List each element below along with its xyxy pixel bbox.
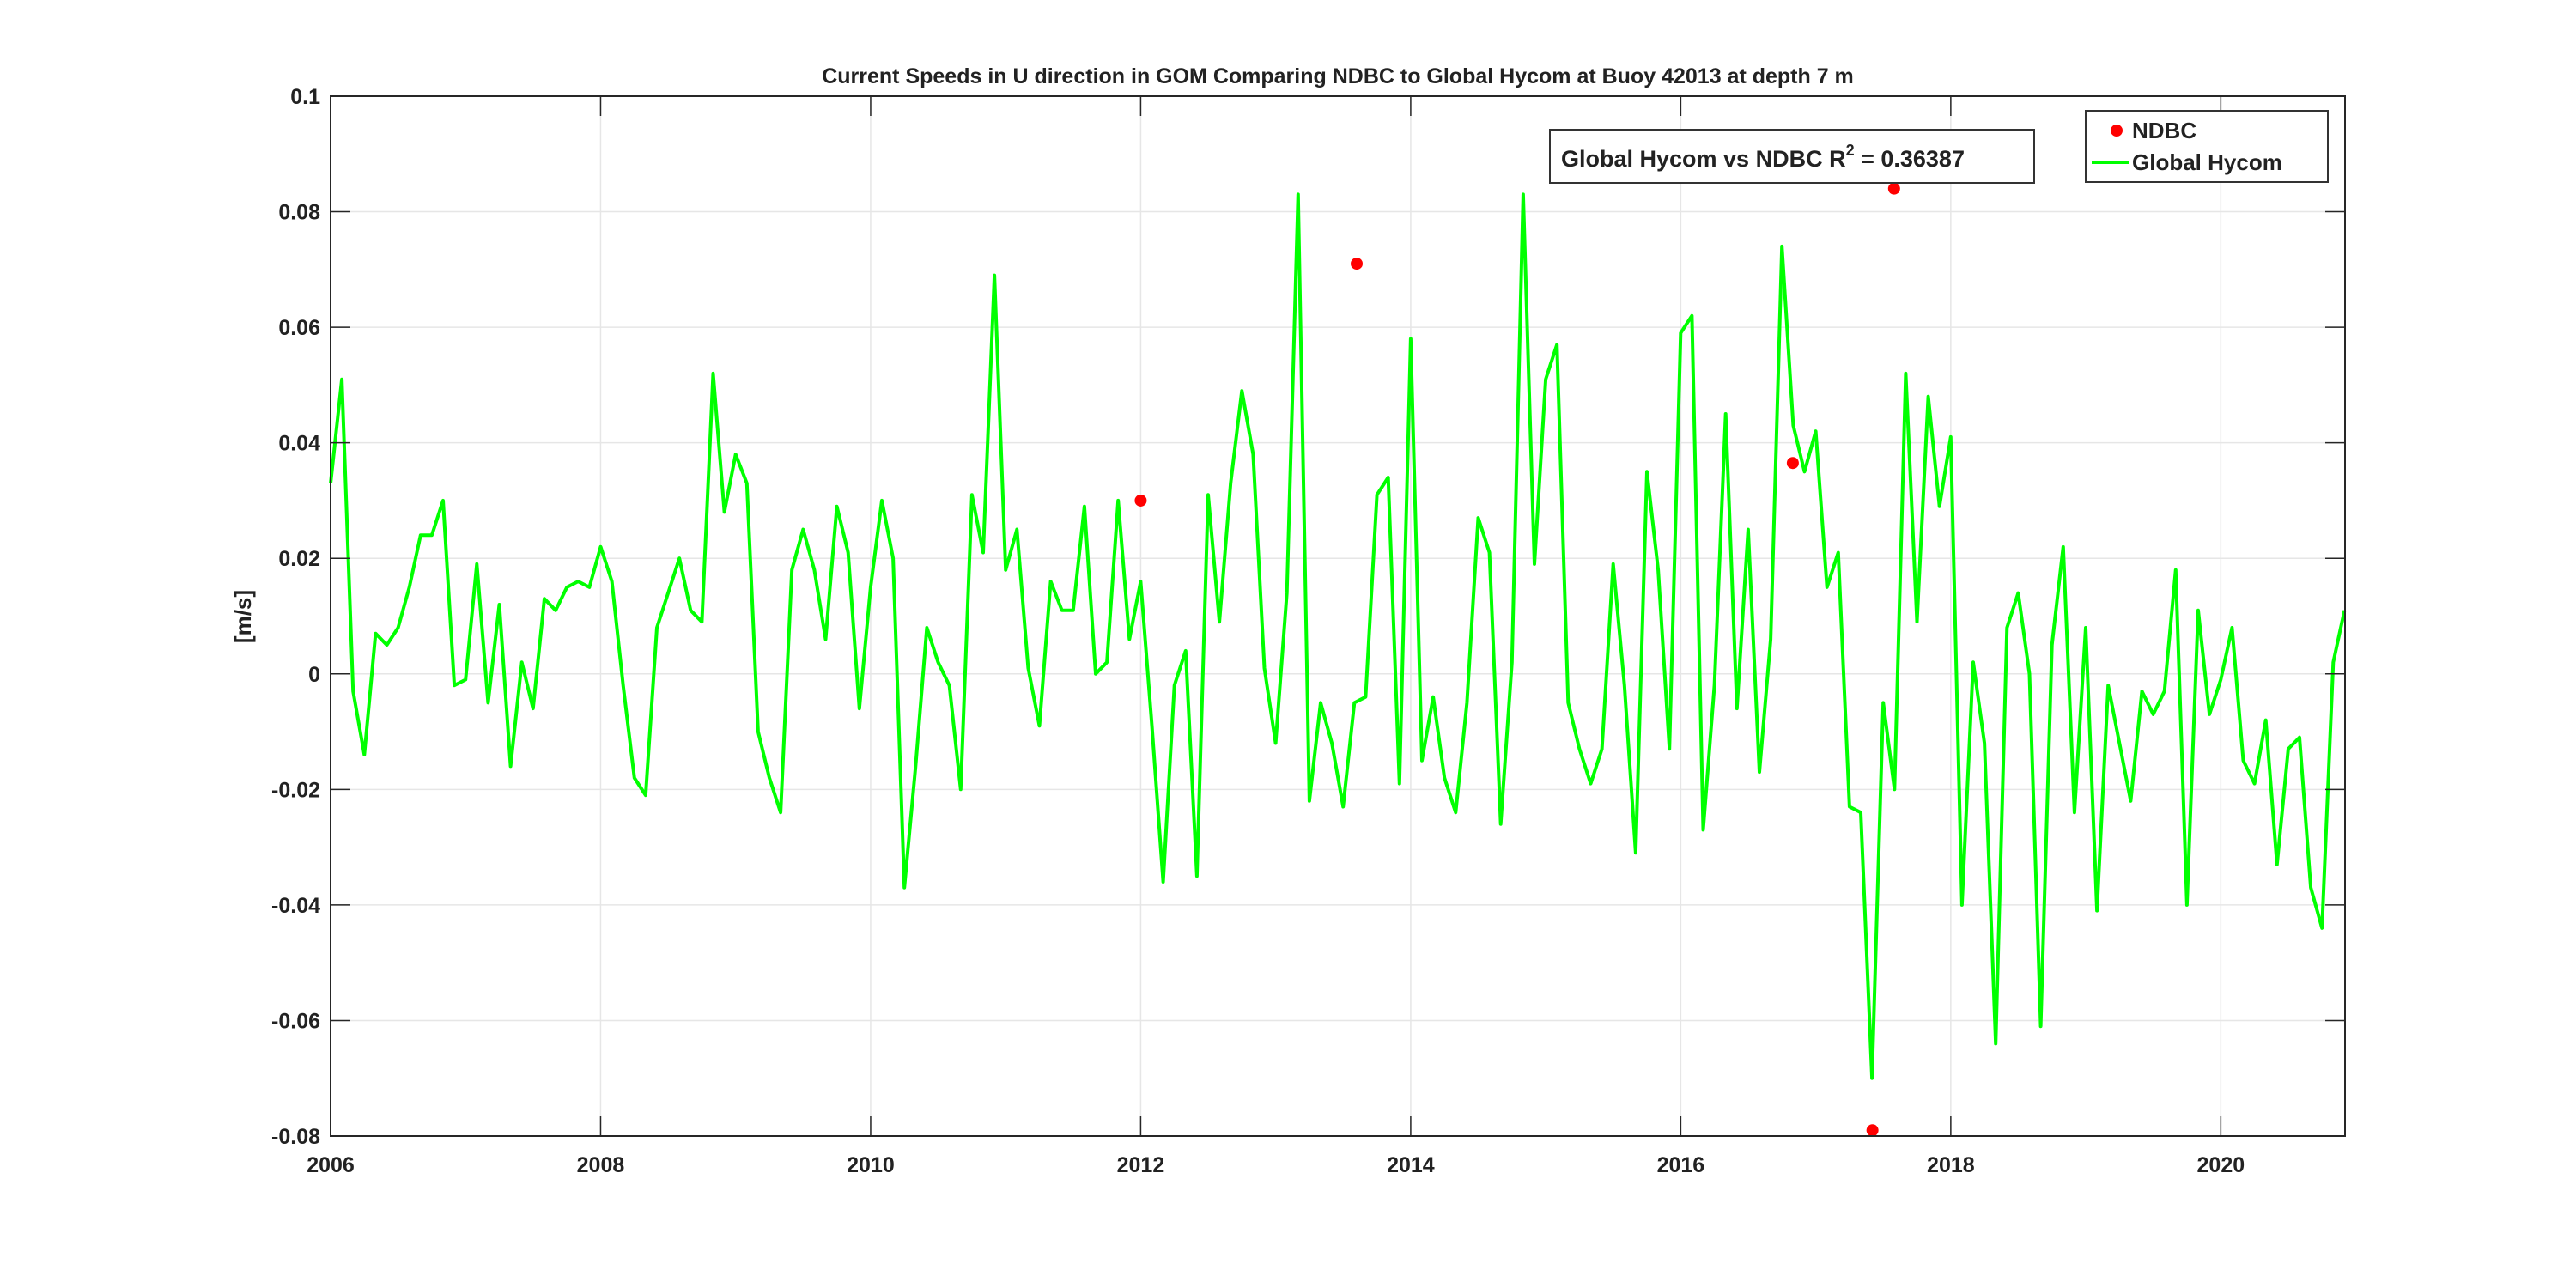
axes: 2006 2008 2010 2012 2014 2016 2018 2020 -0.08 -0.… (271, 85, 2346, 1177)
x-tick-label: 2006 (307, 1153, 355, 1177)
axes-box (330, 95, 2346, 1137)
x-tick-label: 2010 (847, 1153, 895, 1177)
y-tick-label: 0 (308, 663, 320, 687)
x-tick-label: 2016 (1657, 1153, 1705, 1177)
legend-hycom-label: Global Hycom (2132, 149, 2282, 175)
annotation-value: = 0.36387 (1855, 146, 1965, 172)
legend-ndbc-marker (2111, 125, 2123, 137)
x-tick-label: 2008 (577, 1153, 625, 1177)
x-tick-label: 2018 (1927, 1153, 1975, 1177)
y-tick-label: -0.04 (271, 894, 320, 918)
y-tick-label: -0.08 (271, 1125, 320, 1149)
plot-area (329, 182, 2347, 1137)
chart-title: Current Speeds in U direction in GOM Com… (822, 64, 1854, 88)
annotation-sup: 2 (1846, 142, 1855, 159)
y-tick-label: 0.06 (278, 316, 320, 340)
ndbc-point (1351, 258, 1364, 270)
ndbc-point (1887, 182, 1900, 195)
y-axis-label: [m/s] (230, 590, 256, 643)
ndbc-point (1134, 494, 1147, 507)
annotation-text: Global Hycom vs NDBC R (1561, 146, 1846, 172)
global-hycom-line (329, 192, 2347, 1080)
r2-annotation: Global Hycom vs NDBC R2 = 0.36387 (1549, 129, 2035, 184)
y-tick-label: 0.04 (278, 432, 320, 456)
ndbc-point (1866, 1124, 1879, 1137)
y-tick-label: -0.02 (271, 778, 320, 802)
y-tick-label: 0.08 (278, 201, 320, 225)
x-tick-label: 2020 (2197, 1153, 2245, 1177)
legend: NDBC Global Hycom (2085, 110, 2329, 183)
y-tick-label: 0.1 (290, 85, 320, 109)
ndbc-point (1786, 457, 1799, 470)
legend-ndbc-label: NDBC (2132, 118, 2196, 143)
y-tick-label: -0.06 (271, 1009, 320, 1033)
y-tick-label: 0.02 (278, 547, 320, 571)
x-tick-label: 2012 (1117, 1153, 1165, 1177)
x-tick-label: 2014 (1387, 1153, 1435, 1177)
svg-text:Global Hycom vs NDBC R2 = 0.36: Global Hycom vs NDBC R2 = 0.36387 (1561, 142, 1965, 172)
